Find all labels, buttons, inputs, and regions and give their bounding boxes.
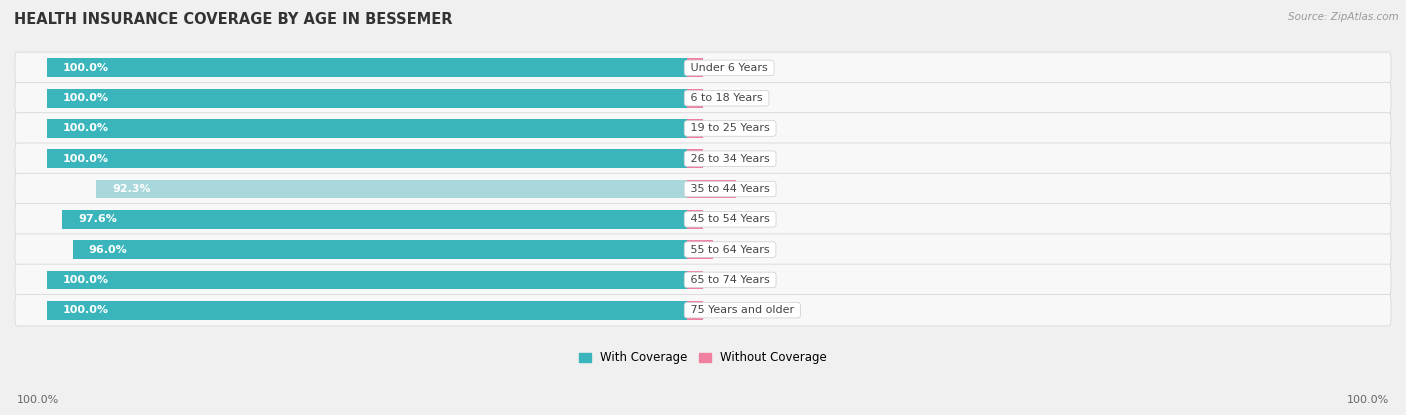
- FancyBboxPatch shape: [15, 52, 1391, 84]
- Text: 0.0%: 0.0%: [713, 93, 741, 103]
- Text: 100.0%: 100.0%: [17, 395, 59, 405]
- Text: 7.7%: 7.7%: [745, 184, 775, 194]
- Text: 100.0%: 100.0%: [1347, 395, 1389, 405]
- Bar: [688, 271, 703, 289]
- Text: 45 to 54 Years: 45 to 54 Years: [688, 214, 773, 225]
- Legend: With Coverage, Without Coverage: With Coverage, Without Coverage: [574, 347, 832, 369]
- Text: 100.0%: 100.0%: [63, 93, 110, 103]
- Bar: [46, 301, 688, 320]
- Text: 0.0%: 0.0%: [713, 275, 741, 285]
- Text: 100.0%: 100.0%: [63, 123, 110, 134]
- Text: 19 to 25 Years: 19 to 25 Years: [688, 123, 773, 134]
- FancyBboxPatch shape: [15, 294, 1391, 326]
- Text: 0.0%: 0.0%: [713, 305, 741, 315]
- Text: 100.0%: 100.0%: [63, 63, 110, 73]
- Bar: [688, 240, 713, 259]
- FancyBboxPatch shape: [15, 234, 1391, 265]
- Bar: [46, 119, 688, 138]
- Text: 0.0%: 0.0%: [713, 63, 741, 73]
- FancyBboxPatch shape: [15, 204, 1391, 235]
- Text: 2.4%: 2.4%: [713, 214, 741, 225]
- Bar: [46, 149, 688, 168]
- Text: Under 6 Years: Under 6 Years: [688, 63, 772, 73]
- Text: 100.0%: 100.0%: [63, 154, 110, 164]
- Text: 96.0%: 96.0%: [89, 244, 128, 255]
- FancyBboxPatch shape: [15, 173, 1391, 205]
- FancyBboxPatch shape: [15, 264, 1391, 295]
- Bar: [46, 89, 688, 107]
- Bar: [688, 59, 703, 77]
- Bar: [688, 149, 703, 168]
- FancyBboxPatch shape: [15, 113, 1391, 144]
- Text: 75 Years and older: 75 Years and older: [688, 305, 797, 315]
- Bar: [73, 240, 688, 259]
- Text: 100.0%: 100.0%: [63, 305, 110, 315]
- Text: 0.0%: 0.0%: [713, 154, 741, 164]
- Text: 92.3%: 92.3%: [112, 184, 150, 194]
- Bar: [688, 210, 703, 229]
- Bar: [688, 89, 703, 107]
- Text: 100.0%: 100.0%: [63, 275, 110, 285]
- Bar: [688, 180, 737, 198]
- Text: Source: ZipAtlas.com: Source: ZipAtlas.com: [1288, 12, 1399, 22]
- Bar: [97, 180, 688, 198]
- FancyBboxPatch shape: [15, 143, 1391, 174]
- Text: 6 to 18 Years: 6 to 18 Years: [688, 93, 766, 103]
- Text: 26 to 34 Years: 26 to 34 Years: [688, 154, 773, 164]
- Text: 0.0%: 0.0%: [713, 123, 741, 134]
- Text: 55 to 64 Years: 55 to 64 Years: [688, 244, 773, 255]
- Bar: [46, 271, 688, 289]
- Text: 35 to 44 Years: 35 to 44 Years: [688, 184, 773, 194]
- Text: 97.6%: 97.6%: [79, 214, 117, 225]
- FancyBboxPatch shape: [15, 83, 1391, 114]
- Text: 65 to 74 Years: 65 to 74 Years: [688, 275, 773, 285]
- Bar: [688, 301, 703, 320]
- Bar: [46, 59, 688, 77]
- Bar: [688, 119, 703, 138]
- Text: HEALTH INSURANCE COVERAGE BY AGE IN BESSEMER: HEALTH INSURANCE COVERAGE BY AGE IN BESS…: [14, 12, 453, 27]
- Text: 4.0%: 4.0%: [723, 244, 751, 255]
- Bar: [62, 210, 688, 229]
